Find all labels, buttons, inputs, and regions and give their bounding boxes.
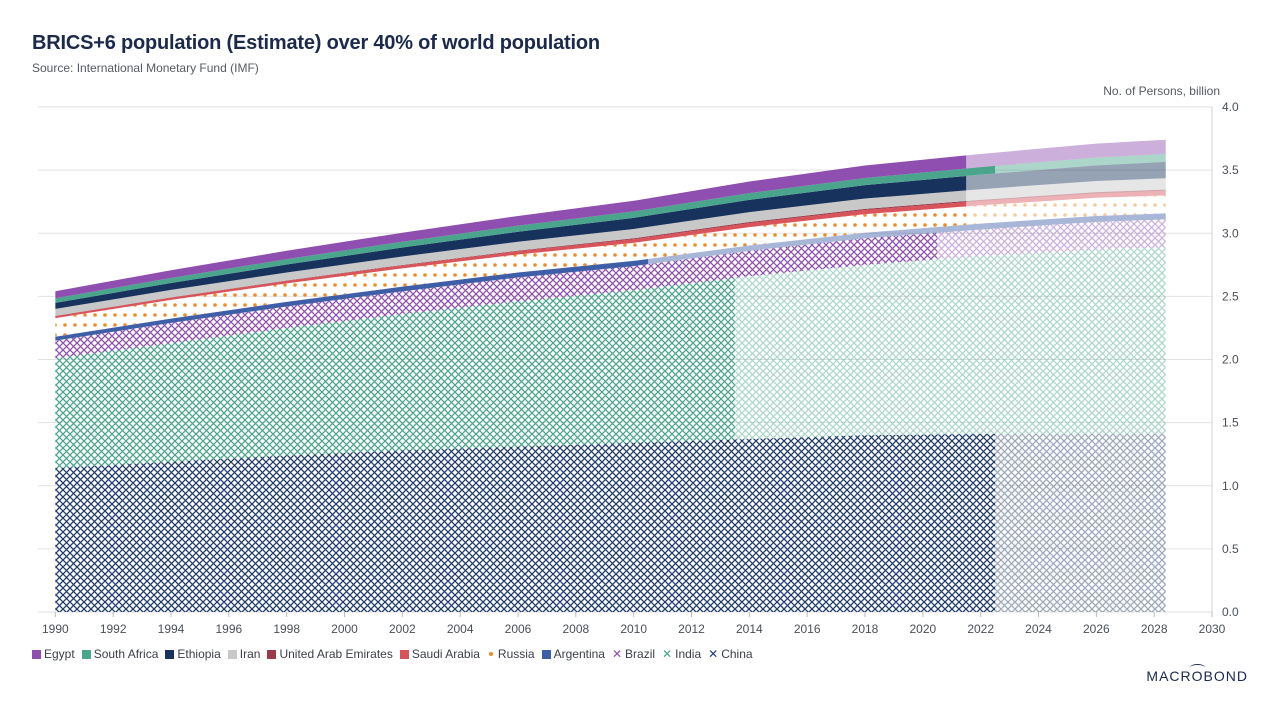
x-tick-label: 2018 — [852, 622, 879, 636]
area-ethiopia-estimate — [966, 161, 1166, 191]
legend-label: China — [721, 647, 753, 661]
x-tick-label: 1994 — [158, 622, 185, 636]
area-russia-estimate — [966, 195, 1166, 225]
x-tick-label: 2030 — [1199, 622, 1226, 636]
legend-item-egypt: Egypt — [32, 647, 75, 661]
x-tick-label: 2016 — [794, 622, 821, 636]
area-china — [55, 433, 996, 612]
y-axis-unit-label: No. of Persons, billion — [1103, 84, 1220, 98]
legend-label: South Africa — [93, 647, 159, 661]
y-tick-label: 0.0 — [1222, 605, 1239, 619]
legend-dot-icon — [488, 652, 493, 656]
area-india-estimate — [734, 247, 1166, 440]
area-china-estimate — [995, 433, 1166, 612]
area-argentina-estimate — [648, 213, 1166, 265]
legend-item-india: ✕ India — [662, 647, 701, 661]
y-tick-label: 1.5 — [1222, 416, 1239, 430]
legend-item-saudi-arabia: Saudi Arabia — [399, 647, 480, 661]
area-brazil — [55, 232, 938, 359]
legend-label: Brazil — [625, 647, 656, 661]
macrobond-logo: MACROBOND — [1146, 664, 1248, 684]
y-tick-label: 3.0 — [1222, 226, 1239, 240]
y-tick-label: 0.5 — [1222, 542, 1239, 556]
x-tick-label: 2008 — [562, 622, 589, 636]
y-tick-label: 2.0 — [1222, 353, 1239, 367]
y-tick-label: 4.0 — [1222, 100, 1239, 114]
chart-source: Source: International Monetary Fund (IMF… — [32, 61, 259, 75]
legend-item-brazil: ✕ Brazil — [612, 647, 655, 661]
area-egypt — [55, 155, 967, 299]
legend-item-china: ✕ China — [708, 647, 752, 661]
x-tick-label: 1990 — [42, 622, 69, 636]
x-tick-label: 2022 — [967, 622, 994, 636]
area-iran-estimate — [966, 178, 1166, 202]
legend-square-icon — [541, 649, 551, 659]
x-tick-label: 2028 — [1141, 622, 1168, 636]
x-tick-label: 2002 — [389, 622, 416, 636]
legend-item-argentina: Argentina — [541, 647, 605, 661]
x-tick-label: 1998 — [273, 622, 300, 636]
area-brazil-estimate — [937, 219, 1166, 260]
legend-cross-icon: ✕ — [662, 647, 673, 661]
legend-item-united-arab-emirates: United Arab Emirates — [267, 647, 393, 661]
chart-legend: Egypt South Africa Ethiopia Iran United Arab… — [32, 647, 753, 661]
x-tick-label: 2004 — [447, 622, 474, 636]
y-tick-label: 3.5 — [1222, 163, 1239, 177]
chart-title: BRICS+6 population (Estimate) over 40% o… — [32, 32, 600, 54]
legend-cross-icon: ✕ — [611, 647, 623, 661]
x-tick-label: 2024 — [1025, 622, 1052, 636]
legend-square-icon — [267, 649, 277, 659]
legend-square-icon — [399, 649, 409, 659]
area-south-africa — [55, 165, 996, 303]
legend-square-icon — [32, 649, 41, 659]
x-tick-label: 2010 — [620, 622, 647, 636]
x-tick-label: 2020 — [909, 622, 936, 636]
x-tick-label: 1996 — [215, 622, 242, 636]
x-tick-label: 2000 — [331, 622, 358, 636]
x-tick-label: 2026 — [1083, 622, 1110, 636]
legend-label: United Arab Emirates — [279, 647, 393, 661]
legend-item-ethiopia: Ethiopia — [165, 647, 221, 661]
x-tick-label: 1992 — [100, 622, 127, 636]
legend-cross-icon: ✕ — [708, 647, 719, 661]
legend-label: Saudi Arabia — [411, 647, 480, 661]
legend-label: Iran — [239, 647, 261, 661]
legend-label: Egypt — [44, 647, 75, 661]
legend-label: Argentina — [553, 647, 605, 661]
legend-label: India — [675, 647, 702, 661]
legend-item-iran: Iran — [227, 647, 261, 661]
area-india — [55, 277, 735, 469]
legend-item-south-africa: South Africa — [81, 647, 159, 661]
area-south-africa-estimate — [995, 153, 1166, 174]
y-tick-label: 2.5 — [1222, 289, 1239, 303]
area-ethiopia — [55, 175, 967, 309]
legend-square-icon — [227, 649, 237, 659]
x-tick-label: 2014 — [736, 622, 763, 636]
legend-item-russia: Russia — [487, 647, 535, 661]
legend-square-icon — [81, 649, 91, 659]
area-russia — [55, 206, 967, 337]
area-argentina — [55, 258, 649, 341]
legend-square-icon — [165, 649, 175, 659]
x-tick-label: 2006 — [505, 622, 532, 636]
area-united-arab-emirates-estimate — [966, 189, 1166, 203]
area-egypt-estimate — [966, 139, 1166, 169]
x-tick-label: 2012 — [678, 622, 705, 636]
y-tick-label: 1.0 — [1222, 479, 1239, 493]
area-saudi-arabia-estimate — [966, 190, 1166, 207]
area-iran — [55, 190, 967, 316]
legend-label: Russia — [497, 647, 535, 661]
legend-label: Ethiopia — [177, 647, 221, 661]
